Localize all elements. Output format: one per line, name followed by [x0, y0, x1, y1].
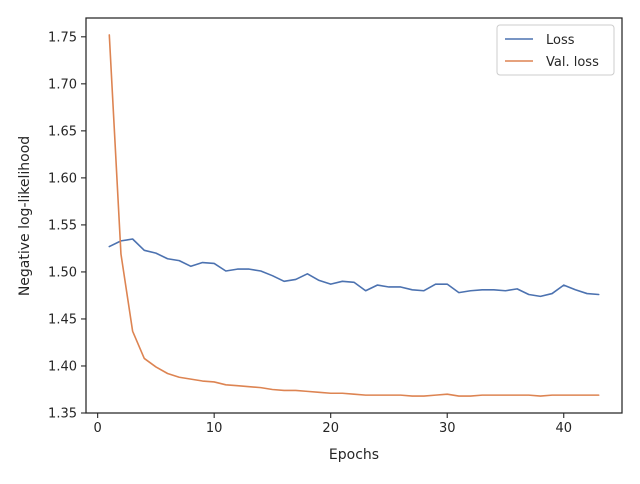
legend: Loss Val. loss [496, 24, 615, 76]
y-tick-label: 1.40 [48, 359, 77, 374]
y-tick-label: 1.70 [48, 77, 77, 92]
series-layer [108, 34, 600, 397]
y-tick-label: 1.60 [48, 171, 77, 186]
y-tick-label: 1.55 [48, 218, 77, 233]
x-tick-label: 30 [439, 421, 456, 436]
y-tick-label: 1.65 [48, 124, 77, 139]
legend-label-val-loss: Val. loss [546, 55, 599, 70]
x-axis-label: Epochs [329, 447, 379, 463]
x-tick-label: 20 [322, 421, 339, 436]
legend-label-loss: Loss [546, 33, 575, 48]
y-tick-label: 1.75 [48, 30, 77, 45]
x-axis-ticks: 0 10 20 30 40 [94, 413, 572, 436]
x-tick-label: 40 [555, 421, 572, 436]
plot-frame [85, 17, 623, 414]
series-line-loss [108, 238, 600, 298]
y-tick-label: 1.35 [48, 407, 77, 422]
series-line-val-loss [108, 34, 600, 397]
axes-layer [85, 17, 623, 414]
y-axis-ticks: 1.35 1.40 1.45 1.50 1.55 1.60 1.65 1.70 1.75 [48, 30, 86, 422]
y-tick-label: 1.50 [48, 265, 77, 280]
legend-frame [496, 24, 615, 76]
y-tick-label: 1.45 [48, 312, 77, 327]
x-tick-label: 10 [206, 421, 223, 436]
y-axis-label: Negative log-likelihood [17, 136, 33, 296]
x-tick-label: 0 [94, 421, 102, 436]
